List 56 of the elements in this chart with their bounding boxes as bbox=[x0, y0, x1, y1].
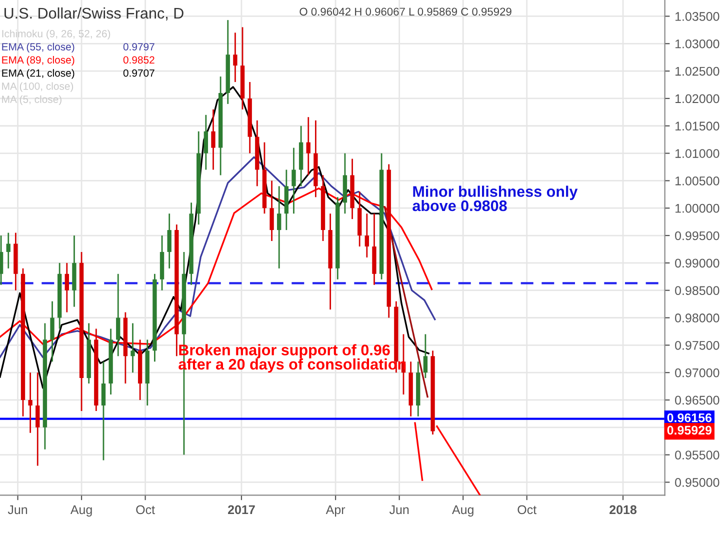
candlestick bbox=[36, 372, 40, 466]
annotation: O 0.96042 H 0.96067 L 0.95869 C 0.95929 bbox=[300, 8, 512, 16]
chart-title: U.S. Dollar/Swiss Franc, D bbox=[4, 7, 184, 20]
candlestick bbox=[277, 185, 282, 270]
y-tick-label: 1.01500 bbox=[676, 122, 720, 131]
x-tick-label: Oct bbox=[518, 505, 536, 514]
candlestick bbox=[116, 273, 120, 357]
x-tick-label: Jun bbox=[8, 505, 28, 514]
candlestick bbox=[364, 212, 369, 258]
text: 0.95929 bbox=[667, 426, 712, 435]
candlestick bbox=[233, 32, 238, 83]
candlestick bbox=[423, 334, 428, 379]
annotation: 0.9797 bbox=[123, 43, 154, 50]
y-tick-label: 0.95500 bbox=[675, 450, 720, 460]
y-tick-label: 1.03500 bbox=[676, 12, 720, 21]
x-tick-label: Jun bbox=[389, 505, 409, 514]
candlestick bbox=[306, 116, 310, 176]
text: EMA (89, close) bbox=[2, 56, 74, 66]
x-tick-label: Apr bbox=[326, 505, 346, 517]
y-tick-label: 0.97000 bbox=[675, 368, 720, 378]
y-tick-label: 1.00500 bbox=[676, 176, 720, 186]
y-tick-label: 0.96500 bbox=[675, 396, 720, 405]
annotation: Minor bullishness only above 0.9808 bbox=[412, 186, 578, 212]
annotation: 0.9852 bbox=[123, 56, 154, 64]
text: EMA (55, close) bbox=[2, 42, 74, 53]
candlestick bbox=[6, 232, 10, 270]
candlestick bbox=[167, 212, 172, 270]
y-tick-label: 1.01000 bbox=[676, 149, 720, 158]
candlestick bbox=[64, 262, 69, 313]
candlestick bbox=[270, 180, 274, 242]
candlestick bbox=[211, 108, 216, 170]
y-tick-label: 0.95000 bbox=[675, 478, 720, 487]
y-tick-label: 1.02000 bbox=[676, 94, 720, 104]
annotation: 0.9707 bbox=[123, 69, 154, 77]
x-tick-label: Aug bbox=[452, 505, 474, 517]
candlestick bbox=[101, 360, 106, 461]
y-tick-label: 0.98000 bbox=[675, 314, 720, 322]
y-tick-label: 1.03000 bbox=[676, 39, 720, 48]
y-tick-label: 0.99000 bbox=[675, 258, 720, 268]
y-tick-label: 0.98500 bbox=[675, 286, 720, 295]
candlestick bbox=[28, 372, 32, 434]
y-tick-label: 1.00000 bbox=[676, 204, 720, 213]
y-tick-label: 1.02500 bbox=[676, 66, 720, 76]
y-tick-label: 0.97500 bbox=[675, 340, 720, 350]
candlestick bbox=[0, 234, 4, 286]
text: EMA (21, close) bbox=[2, 69, 74, 79]
x-tick-label: Aug bbox=[70, 505, 92, 517]
candlestick bbox=[50, 300, 54, 362]
candlestick bbox=[204, 114, 208, 170]
y-tick-label: 0.99500 bbox=[675, 231, 720, 240]
x-tick-label: 2018 bbox=[610, 505, 637, 514]
x-tick-label: 2017 bbox=[228, 505, 255, 514]
ref-line-label: 0.96156 bbox=[667, 413, 712, 422]
candlestick bbox=[292, 147, 296, 214]
candlestick bbox=[130, 322, 135, 374]
x-tick-label: Oct bbox=[136, 505, 155, 514]
